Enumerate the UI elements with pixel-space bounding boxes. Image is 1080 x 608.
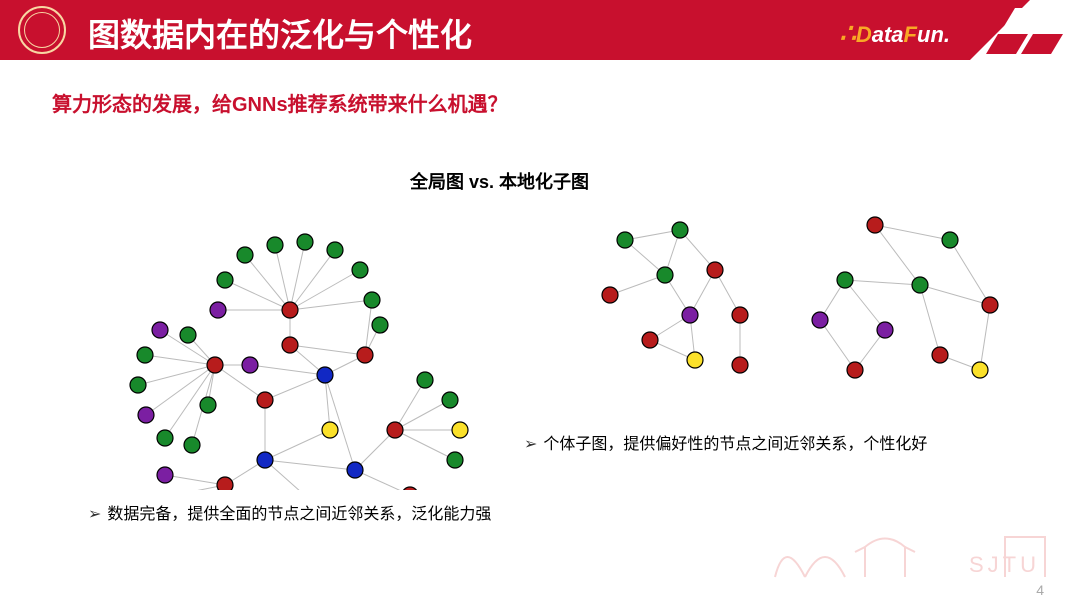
subgraph-a xyxy=(560,200,770,400)
slide-header: 图数据内在的泛化与个性化 ∴DataFun. xyxy=(0,0,1080,60)
bullet-right: ➢个体子图，提供偏好性的节点之间近邻关系，个性化好 xyxy=(524,430,927,454)
page-number: 4 xyxy=(1036,582,1044,598)
slide-title: 图数据内在的泛化与个性化 xyxy=(88,10,472,56)
header-decoration-icon xyxy=(960,0,1080,60)
sjtu-watermark-text: SJTU xyxy=(969,552,1040,578)
subgraph-b xyxy=(790,200,1020,400)
bullet-arrow-icon: ➢ xyxy=(524,434,537,454)
university-logo xyxy=(18,6,66,54)
bullet-left: ➢数据完备，提供全面的节点之间近邻关系，泛化能力强 xyxy=(88,500,491,524)
bullet-arrow-icon: ➢ xyxy=(88,504,101,524)
subheading: 算力形态的发展，给GNNs推荐系统带来什么机遇？ xyxy=(52,88,508,117)
brand-logo: ∴DataFun. xyxy=(839,18,950,49)
global-graph xyxy=(90,130,490,490)
